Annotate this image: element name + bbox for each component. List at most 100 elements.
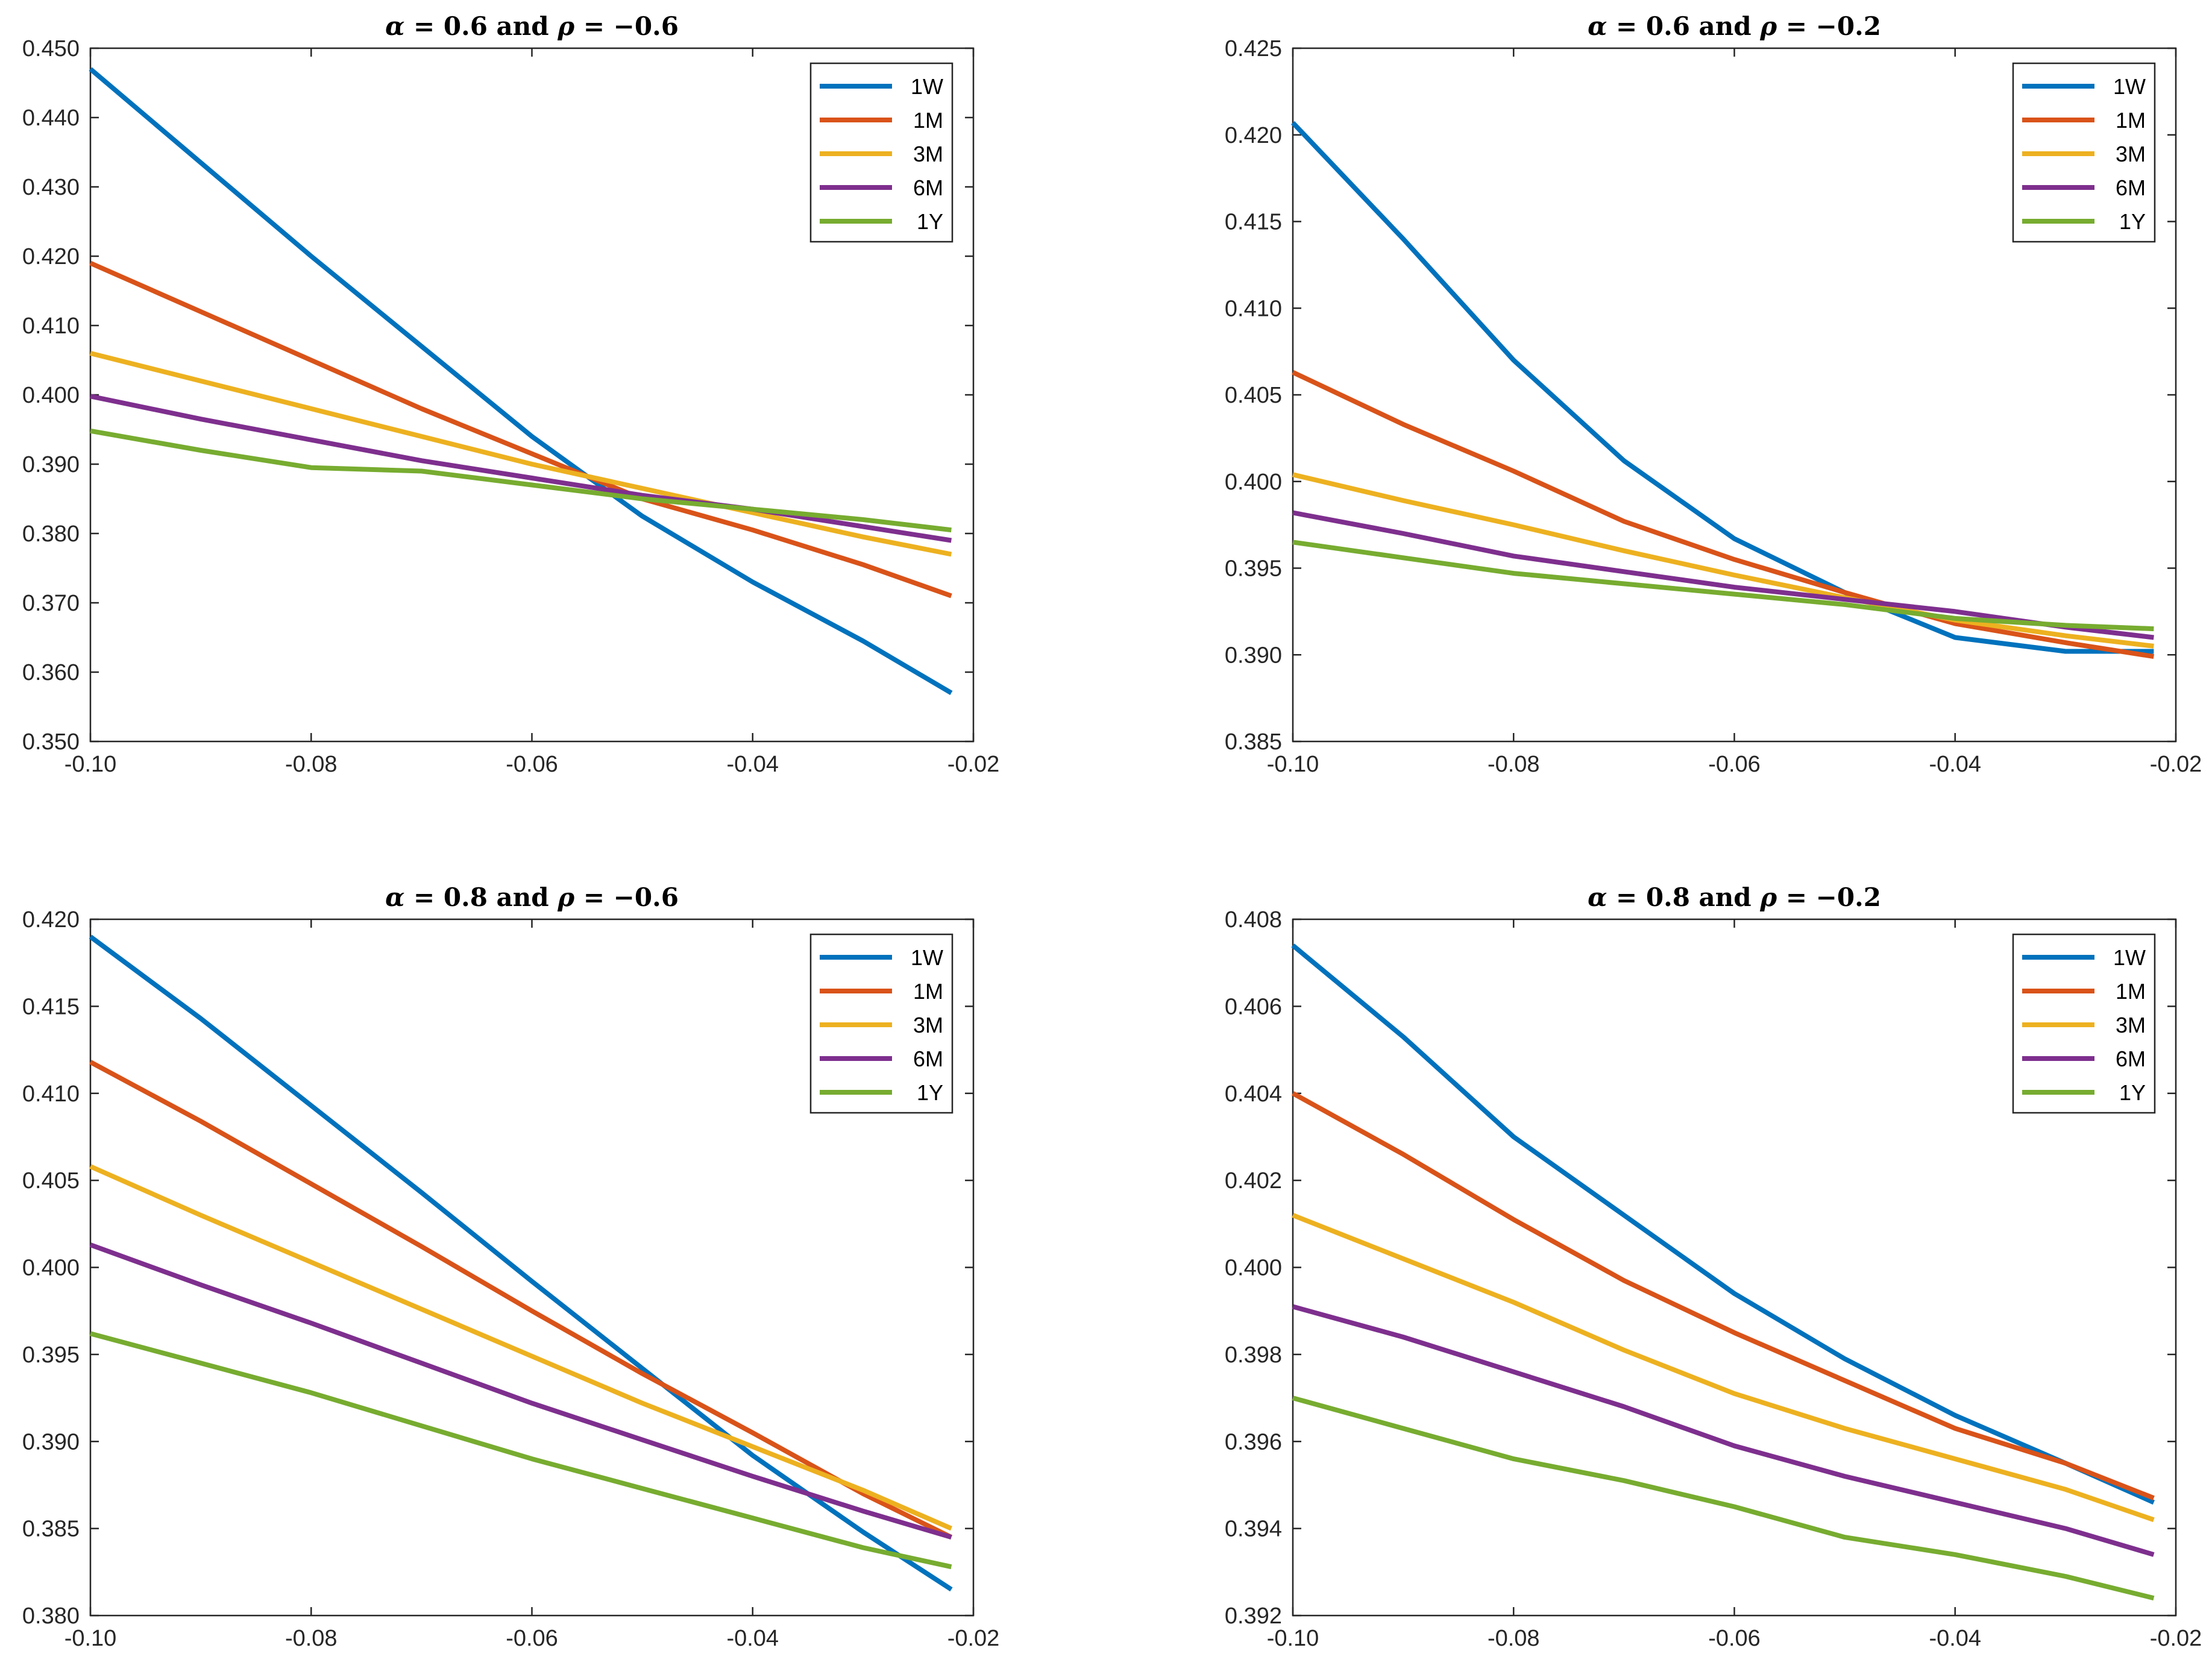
y-tick-label: 0.402 <box>1225 1168 1282 1194</box>
legend-label: 1W <box>2113 74 2146 99</box>
y-tick-label: 0.395 <box>1225 556 1282 582</box>
chart-panel-2: α = 0.6 and ρ = −0.2 -0.10 -0.08 -0.06 -0.04… <box>1225 11 2202 777</box>
legend-label: 6M <box>913 1046 943 1071</box>
legend-label: 1W <box>911 945 943 970</box>
series-line-6m <box>90 394 952 543</box>
y-tick-label: 0.380 <box>22 1603 80 1629</box>
y-tick-label: 0.405 <box>1225 383 1282 408</box>
legend-label: 1M <box>2116 108 2146 133</box>
chart-title: α = 0.8 and ρ = −0.6 <box>385 883 679 912</box>
x-tick-label: -0.04 <box>1929 1626 1981 1651</box>
series-line-3m <box>1292 472 2154 649</box>
legend: 1W 1M 3M 6M 1Y <box>2012 933 2156 1114</box>
chart-title-part: ρ <box>557 11 575 41</box>
chart-title-part: = −0.2 <box>1777 11 1881 41</box>
chart-title-part: α <box>1588 883 1607 912</box>
chart-title: α = 0.8 and ρ = −0.2 <box>1588 883 1881 912</box>
x-tick-label: -0.10 <box>1267 1626 1319 1651</box>
series-line-1m <box>1292 1091 2155 1500</box>
legend: 1W 1M 3M 6M 1Y <box>809 933 954 1114</box>
y-tick-label: 0.392 <box>1225 1603 1282 1629</box>
legend-label: 3M <box>2116 1013 2146 1037</box>
chart-title-part: α <box>385 11 404 41</box>
legend-label: 3M <box>913 1013 943 1037</box>
chart-title: α = 0.6 and ρ = −0.2 <box>1588 11 1881 41</box>
y-tick-label: 0.450 <box>22 36 80 61</box>
chart-title-part: = 0.6 and <box>404 11 558 41</box>
x-tick-label: -0.04 <box>1929 752 1981 777</box>
series-line-1y <box>90 428 952 533</box>
y-tick-label: 0.410 <box>22 1081 80 1107</box>
series-line-1y <box>89 1331 952 1570</box>
y-tick-label: 0.400 <box>1225 470 1282 495</box>
series-line-1m <box>1292 370 2155 659</box>
y-tick-label: 0.400 <box>22 383 80 408</box>
series-line-1w <box>1291 121 2154 654</box>
chart-title-part: ρ <box>1759 883 1777 912</box>
y-tick-label: 0.390 <box>22 1429 80 1455</box>
y-tick-label: 0.440 <box>22 105 80 131</box>
chart-title-part: = −0.2 <box>1777 883 1881 912</box>
series-line-1m <box>89 260 952 599</box>
legend-label: 6M <box>913 175 943 200</box>
series-line-3m <box>89 1164 952 1531</box>
legend-label: 1Y <box>2119 209 2146 234</box>
y-tick-label: 0.410 <box>1225 296 1282 321</box>
y-tick-label: 0.398 <box>1225 1342 1282 1368</box>
y-tick-label: 0.410 <box>22 313 80 339</box>
series-line-1w <box>89 934 953 1592</box>
legend-label: 1Y <box>917 1080 943 1105</box>
y-tick-label: 0.405 <box>22 1168 80 1194</box>
y-tick-label: 0.394 <box>1225 1517 1282 1542</box>
series-line-3m <box>1292 1213 2155 1522</box>
legend-label: 1Y <box>917 209 943 234</box>
series-line-1w <box>89 67 953 695</box>
x-tick-label: -0.10 <box>1267 752 1319 777</box>
y-tick-label: 0.420 <box>22 907 80 933</box>
legend-label: 6M <box>2116 175 2146 200</box>
legend-label: 1M <box>913 108 943 133</box>
series-line-6m <box>89 1242 952 1540</box>
x-tick-label: -0.08 <box>1488 752 1540 777</box>
legend-label: 1M <box>913 979 943 1004</box>
y-tick-label: 0.400 <box>1225 1256 1282 1281</box>
y-tick-label: 0.425 <box>1225 36 1282 61</box>
legend: 1W 1M 3M 6M 1Y <box>809 62 954 243</box>
x-tick-label: -0.06 <box>506 1626 558 1651</box>
y-tick-label: 0.430 <box>22 175 80 200</box>
chart-panel-3: α = 0.8 and ρ = −0.6 -0.10 -0.08 -0.06 -0.04… <box>22 883 999 1651</box>
y-tick-label: 0.415 <box>1225 210 1282 235</box>
x-tick-label: -0.02 <box>2150 1626 2202 1651</box>
series-line-6m <box>1292 1304 2155 1557</box>
x-tick-label: -0.02 <box>947 752 1000 777</box>
chart-title-part: α <box>385 883 404 912</box>
chart-title-part: ρ <box>557 883 575 912</box>
chart-panel-1: α = 0.6 and ρ = −0.6 -0.10 -0.08 -0.06 -0.04… <box>22 11 999 777</box>
y-tick-label: 0.404 <box>1225 1081 1282 1107</box>
legend: 1W 1M 3M 6M 1Y <box>2012 62 2156 243</box>
x-tick-label: -0.04 <box>726 1626 779 1651</box>
y-tick-label: 0.395 <box>22 1342 80 1368</box>
chart-panel-4: α = 0.8 and ρ = −0.2 -0.10 -0.08 -0.06 -0.04… <box>1225 883 2202 1651</box>
y-tick-label: 0.380 <box>22 521 80 547</box>
x-tick-label: -0.06 <box>1708 752 1761 777</box>
series-line-1y <box>1292 540 2154 632</box>
chart-title-part: = 0.6 and <box>1607 11 1760 41</box>
y-tick-label: 0.420 <box>22 244 80 269</box>
x-tick-label: -0.06 <box>506 752 558 777</box>
y-tick-label: 0.396 <box>1225 1429 1282 1455</box>
x-tick-label: -0.10 <box>64 752 117 777</box>
chart-title-part: = 0.8 and <box>404 883 558 912</box>
y-tick-label: 0.400 <box>22 1256 80 1281</box>
y-tick-label: 0.415 <box>22 994 80 1019</box>
chart-title-part: α <box>1588 11 1607 41</box>
y-tick-label: 0.408 <box>1225 907 1282 933</box>
chart-title-part: = −0.6 <box>574 883 679 912</box>
legend-label: 1Y <box>2119 1080 2146 1105</box>
series-line-3m <box>90 351 952 557</box>
y-tick-label: 0.360 <box>22 660 80 685</box>
y-tick-label: 0.390 <box>22 452 80 477</box>
x-tick-label: -0.08 <box>1488 1626 1540 1651</box>
chart-title-part: = −0.6 <box>574 11 679 41</box>
